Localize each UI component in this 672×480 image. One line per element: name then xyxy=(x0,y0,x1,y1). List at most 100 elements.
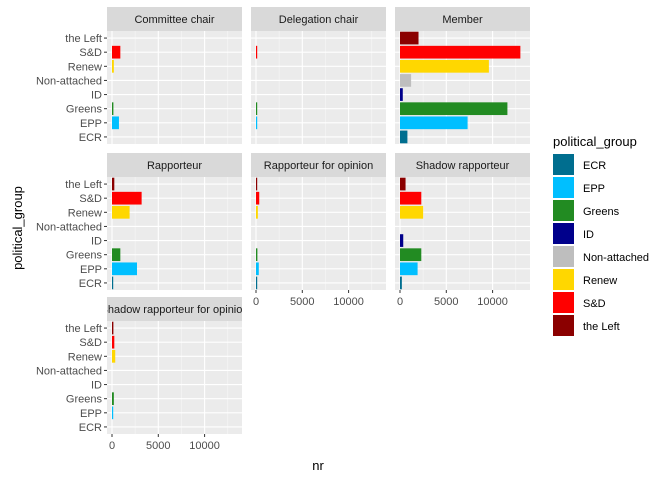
facet-strip xyxy=(107,153,242,177)
x-tick-label: 0 xyxy=(109,440,115,452)
bar-greens xyxy=(256,102,258,116)
y-tick-label: S&D xyxy=(79,47,102,59)
legend-key-renew xyxy=(553,269,574,290)
y-tick-label: ECR xyxy=(79,278,102,290)
facet-strip-label: Member xyxy=(442,14,483,26)
facet-strip xyxy=(107,7,242,31)
x-tick-label: 5000 xyxy=(146,440,170,452)
facet-delegation-chair: Delegation chair xyxy=(251,7,386,144)
legend-key-ecr xyxy=(553,154,574,175)
bar-non-attached xyxy=(400,74,412,87)
bar-id xyxy=(400,88,403,101)
x-tick-label: 10000 xyxy=(189,440,220,452)
bar-epp xyxy=(256,116,258,130)
x-tick-label: 0 xyxy=(253,296,259,308)
bar-ecr xyxy=(256,276,258,290)
y-tick-label: Non-attached xyxy=(36,221,102,233)
facet-member: Member xyxy=(395,7,530,144)
x-tick-label: 0 xyxy=(397,296,403,308)
y-axis-title: political_group xyxy=(10,186,25,270)
facet-strip xyxy=(107,297,242,321)
legend-title: political_group xyxy=(553,134,637,149)
bar-renew xyxy=(112,349,116,363)
y-tick-label: EPP xyxy=(80,264,102,276)
bar-sandd xyxy=(400,191,422,205)
bar-greens xyxy=(112,102,114,116)
x-tick-label: 10000 xyxy=(333,296,364,308)
panel-background xyxy=(107,321,242,434)
bar-renew xyxy=(112,205,130,219)
bar-renew xyxy=(112,59,114,73)
legend-label: Renew xyxy=(583,275,617,287)
y-tick-label: Renew xyxy=(68,61,102,73)
bar-ecr xyxy=(400,276,402,290)
legend-key-greens xyxy=(553,200,574,221)
bar-greens xyxy=(112,248,121,262)
y-tick-label: Greens xyxy=(66,250,103,262)
legend-key-non-attached xyxy=(553,246,574,267)
bar-ecr xyxy=(112,276,114,290)
x-axis-title: nr xyxy=(312,458,324,473)
panel-background xyxy=(251,177,386,290)
bar-the-left xyxy=(112,177,115,191)
legend-label: EPP xyxy=(583,183,605,195)
bar-the-left xyxy=(256,177,258,191)
x-tick-label: 5000 xyxy=(290,296,314,308)
legend-label: the Left xyxy=(583,321,620,333)
y-tick-label: Non-attached xyxy=(36,365,102,377)
y-tick-label: ID xyxy=(91,236,102,248)
bar-sandd xyxy=(256,191,260,205)
legend: political_group ECR EPP Greens ID Non-attache… xyxy=(553,134,649,336)
bar-sandd xyxy=(112,45,121,59)
legend-label: S&D xyxy=(583,298,606,310)
y-tick-label: ID xyxy=(91,380,102,392)
bar-sandd xyxy=(400,45,521,59)
bar-the-left xyxy=(400,177,406,191)
y-tick-label: ECR xyxy=(79,132,102,144)
bar-epp xyxy=(112,406,114,420)
bar-sandd xyxy=(256,45,258,59)
legend-label: ID xyxy=(583,229,594,241)
x-tick-label: 10000 xyxy=(477,296,508,308)
bar-greens xyxy=(256,248,258,262)
legend-key-id xyxy=(553,223,574,244)
facet-rapporteur-for-opinion: Rapporteur for opinion 0 5000 10000 xyxy=(251,153,386,308)
facet-shadow-rapporteur: Shadow rapporteur 0 5000 10000 xyxy=(395,153,530,308)
y-tick-label: Renew xyxy=(68,207,102,219)
y-tick-label: EPP xyxy=(80,408,102,420)
facet-strip-label: Rapporteur for opinion xyxy=(264,160,373,172)
bar-renew xyxy=(256,205,258,219)
y-tick-label: ECR xyxy=(79,422,102,434)
legend-label: Non-attached xyxy=(583,252,649,264)
y-tick-label: Greens xyxy=(66,394,103,406)
facet-strip-label: Shadow rapporteur xyxy=(416,160,510,172)
facet-strip xyxy=(251,7,386,31)
bar-greens xyxy=(112,392,114,406)
bar-epp xyxy=(112,116,119,130)
bar-epp xyxy=(112,262,137,276)
bar-greens xyxy=(400,248,422,262)
y-tick-label: Renew xyxy=(68,351,102,363)
facet-strip xyxy=(395,153,530,177)
legend-key-epp xyxy=(553,177,574,198)
y-tick-label: Greens xyxy=(66,104,103,116)
facet-strip xyxy=(395,7,530,31)
facet-strip xyxy=(251,153,386,177)
facet-rapporteur: Rapporteur ECR EPP Greens ID Non-attached Rene… xyxy=(36,153,242,290)
bar-renew xyxy=(400,205,424,219)
y-tick-label: ID xyxy=(91,90,102,102)
y-tick-label: the Left xyxy=(65,33,102,45)
legend-key-the-left xyxy=(553,315,574,336)
facet-strip-label: Committee chair xyxy=(134,14,214,26)
legend-label: ECR xyxy=(583,160,606,172)
x-tick-label: 5000 xyxy=(434,296,458,308)
facet-strip-label: Delegation chair xyxy=(279,14,359,26)
facet-strip-label: Rapporteur xyxy=(147,160,202,172)
bar-id xyxy=(400,234,404,247)
legend-key-sandd xyxy=(553,292,574,313)
panel-background xyxy=(251,31,386,144)
bar-sandd xyxy=(112,191,142,205)
panel-background xyxy=(107,31,242,144)
y-tick-label: the Left xyxy=(65,323,102,335)
